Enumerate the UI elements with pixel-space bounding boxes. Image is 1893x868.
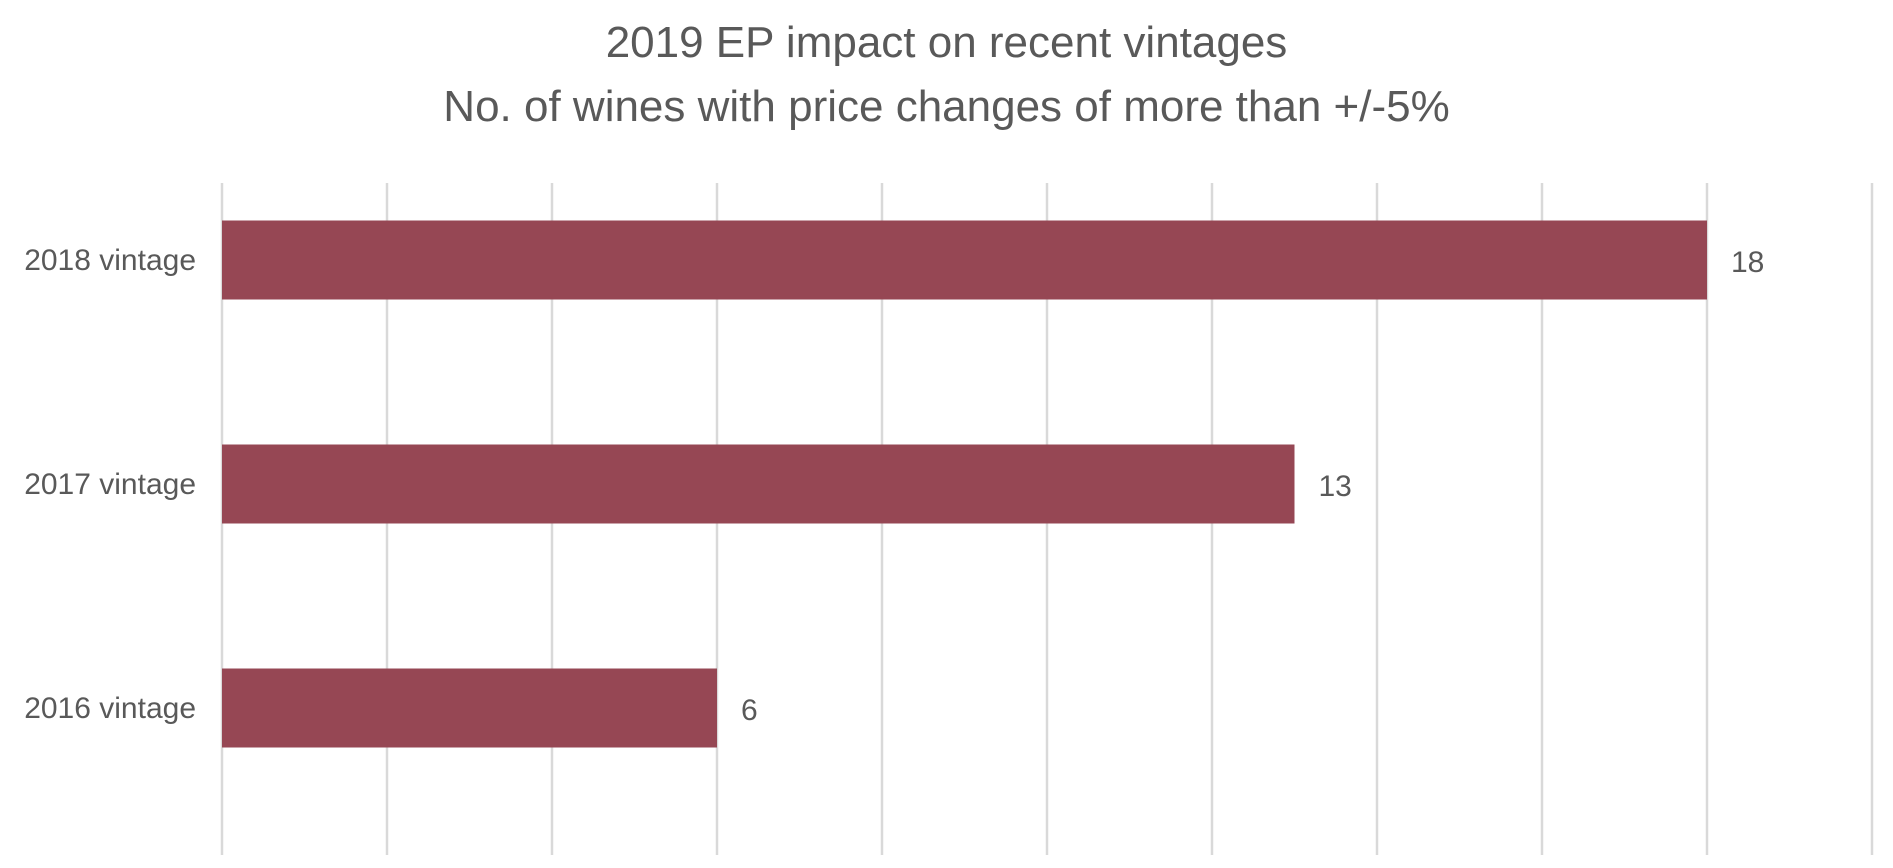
chart-subtitle: No. of wines with price changes of more … xyxy=(443,82,1450,131)
category-label: 2016 vintage xyxy=(24,692,196,725)
data-label: 13 xyxy=(1319,470,1352,503)
bar-2016-vintage xyxy=(222,668,717,748)
bar-2018-vintage xyxy=(222,220,1707,300)
category-label: 2018 vintage xyxy=(24,244,196,277)
labels: 2018 vintage 18 2017 vintage 13 2016 vintage… xyxy=(24,244,1764,727)
chart-title: 2019 EP impact on recent vintages xyxy=(605,18,1288,67)
data-label: 6 xyxy=(741,694,758,727)
category-label: 2017 vintage xyxy=(24,468,196,501)
bar-2017-vintage xyxy=(222,444,1295,524)
data-label: 18 xyxy=(1731,246,1764,279)
bars xyxy=(222,220,1707,748)
